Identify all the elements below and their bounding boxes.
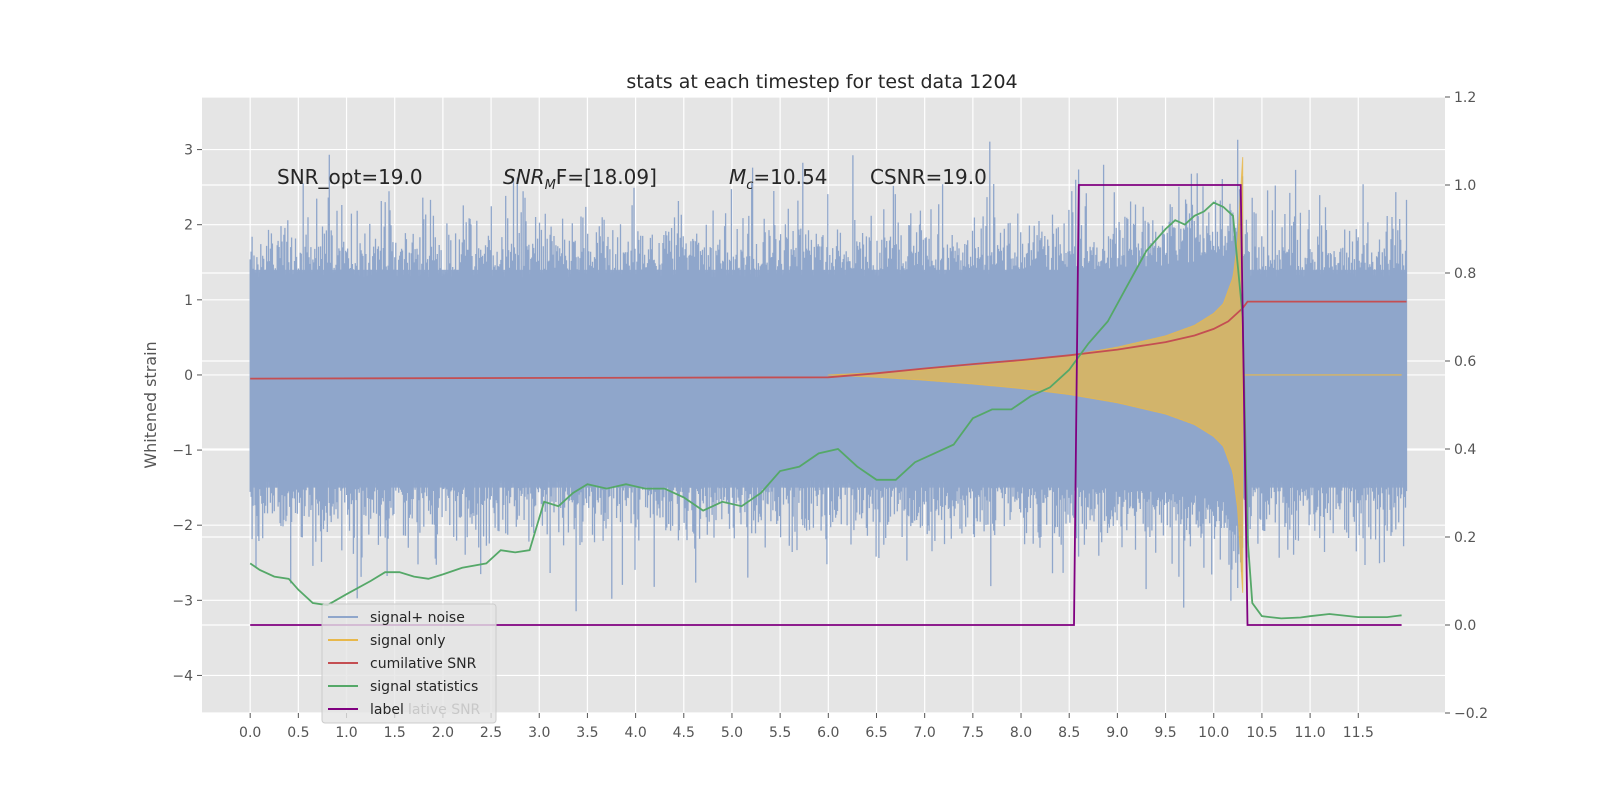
x-tick-label: 5.0: [721, 725, 743, 741]
x-tick-label: 2.5: [480, 725, 502, 741]
legend-box: [321, 603, 497, 724]
annotation-csnr: CSNR=19.0: [870, 165, 987, 189]
y2-tick-label: 1.0: [1454, 178, 1476, 194]
y-tick-label: −4: [172, 668, 193, 684]
annotation-snr-mf-rest: F=[18.09]: [556, 165, 657, 189]
x-tick-label: 3.5: [576, 725, 598, 741]
annotation-mc-rest: =10.54: [753, 165, 827, 189]
y-tick-label: −2: [172, 518, 193, 534]
signal-statistics-series: [249, 201, 1402, 620]
y-tick-label: 1: [184, 293, 193, 309]
x-tick-label: 1.5: [384, 725, 406, 741]
annotation-snr-mf-base: SNR: [503, 165, 545, 189]
x-tick-label: 7.5: [962, 725, 984, 741]
label-series: [250, 184, 1402, 626]
annotation-snr-opt: SNR_opt=19.0: [277, 165, 423, 189]
x-tick-label: 8.0: [1010, 725, 1032, 741]
x-tick-label: 8.5: [1058, 725, 1080, 741]
x-tick-label: 9.0: [1106, 725, 1128, 741]
x-tick-label: 2.0: [432, 725, 454, 741]
legend-label: signal statistics: [370, 679, 478, 695]
legend-label: cumilative SNR: [370, 656, 477, 672]
legend-items: signal+ noise signal only cumilative SNR si…: [328, 610, 478, 718]
y-tick-label: 3: [184, 143, 193, 159]
y-axis-label: Whitened strain: [141, 341, 160, 468]
x-tick-label: 4.5: [673, 725, 695, 741]
annotations: SNR_opt=19.0 SNRMF=[18.09] Mc=10.54 CSNR…: [277, 165, 987, 193]
y-tick-label: 2: [184, 218, 193, 234]
y-tick-label: −1: [172, 443, 193, 459]
x-tick-label: 7.0: [914, 725, 936, 741]
annotation-mc-sub: c: [746, 178, 753, 193]
x-tick-label: 3.0: [528, 725, 550, 741]
x-tick-label: 4.0: [624, 725, 646, 741]
x-tick-label: 1.0: [335, 725, 357, 741]
x-tick-label: 9.5: [1154, 725, 1176, 741]
x-tick-label: 10.0: [1198, 725, 1229, 741]
cumilative-snr-series: [250, 300, 1407, 380]
y2-tick-label: 0.8: [1454, 266, 1476, 282]
x-tick-label: 5.5: [769, 725, 791, 741]
legend-label: signal only: [370, 633, 445, 649]
x-tick-label: 0.0: [239, 725, 261, 741]
chart-title: stats at each timestep for test data 120…: [626, 71, 1017, 93]
annotation-snr-mf: SNRMF=[18.09]: [503, 165, 657, 193]
x-tick-label: 0.5: [287, 725, 309, 741]
annotation-mc: Mc=10.54: [729, 165, 827, 193]
legend-ghost-text: lative SNR: [408, 702, 481, 718]
legend-label: label: [370, 702, 404, 718]
plot-area: [249, 139, 1408, 626]
legend: lative SNR signal+ noise signal only cumil…: [321, 603, 497, 724]
legend-label: signal+ noise: [370, 610, 465, 626]
y2-tick-label: 0.0: [1454, 618, 1476, 634]
x-tick-label: 11.5: [1343, 725, 1374, 741]
annotation-snr-mf-sub: M: [545, 178, 556, 193]
x-tick-label: 6.5: [865, 725, 887, 741]
y2-tick-label: 0.2: [1454, 530, 1476, 546]
y2-tick-label: 1.2: [1454, 90, 1476, 106]
annotation-mc-base: M: [729, 165, 746, 189]
x-tick-label: 11.0: [1295, 725, 1326, 741]
y-tick-label: −3: [172, 593, 193, 609]
x-tick-label: 6.0: [817, 725, 839, 741]
ticks: 0.0 0.5 1.0 1.5 2.0 2.5 3.0 3.5 4.0 4.5 5.0 5.5 6.0 6…: [172, 90, 1488, 741]
y-tick-label: 0: [184, 368, 193, 384]
y2-tick-label: −0.2: [1454, 706, 1488, 722]
x-tick-label: 10.5: [1246, 725, 1277, 741]
y2-tick-label: 0.6: [1454, 354, 1476, 370]
y2-tick-label: 0.4: [1454, 442, 1476, 458]
